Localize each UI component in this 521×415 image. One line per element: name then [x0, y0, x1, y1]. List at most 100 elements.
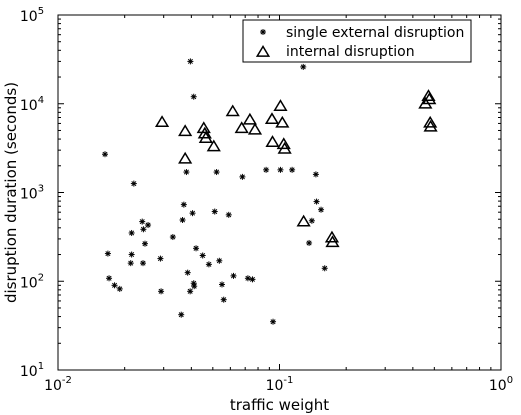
external-disruption-point	[158, 288, 165, 295]
legend: single external disruption internal disru…	[242, 19, 472, 63]
external-disruption-point	[308, 217, 315, 224]
external-disruption-point	[179, 216, 186, 223]
y-tick-base: 10	[20, 98, 38, 114]
internal-disruption-point	[247, 122, 263, 135]
external-disruption-point	[230, 272, 237, 279]
internal-disruption-point	[198, 131, 213, 143]
external-disruption-point	[140, 260, 147, 267]
external-disruption-point	[128, 251, 135, 258]
internal-disruption-point	[422, 92, 437, 105]
external-disruption-point	[116, 285, 123, 292]
y-tick-exponent: 5	[38, 6, 44, 17]
x-axis-label: traffic weight	[230, 396, 329, 414]
internal-disruption-point	[324, 230, 340, 243]
external-disruption-point	[128, 229, 135, 236]
external-disruption-point	[313, 198, 320, 205]
y-tick-label: 104	[20, 95, 44, 114]
legend-box	[242, 19, 472, 63]
external-disruption-point	[306, 239, 313, 246]
external-disruption-point	[130, 180, 137, 187]
external-disruption-point	[205, 261, 212, 268]
external-disruption-point	[183, 169, 190, 176]
y-tick-label: 103	[20, 184, 44, 203]
internal-disruption-point	[421, 89, 436, 101]
internal-disruption-point	[264, 112, 280, 125]
y-axis-label: disruption duration (seconds)	[2, 82, 20, 303]
x-tick-exponent: 0	[507, 375, 513, 386]
external-disruption-point	[300, 63, 307, 70]
x-tick-exponent: -1	[283, 375, 293, 386]
external-disruption-point	[289, 166, 296, 173]
internal-disruption-point	[296, 214, 311, 227]
external-disruption-point	[199, 252, 206, 259]
y-tick-label: 101	[20, 361, 44, 380]
y-tick-exponent: 3	[38, 184, 44, 195]
external-disruption-point	[180, 201, 187, 208]
external-disruption-point	[141, 240, 148, 247]
internal-disruption-point	[242, 112, 257, 125]
external-disruption-point	[111, 282, 118, 289]
external-disruption-point	[218, 281, 225, 288]
internal-disruption-point	[275, 115, 290, 128]
internal-disruption-point	[197, 126, 212, 139]
external-disruption-point	[191, 283, 198, 290]
external-disruption-point	[104, 250, 111, 257]
external-disruption-point	[312, 171, 319, 178]
internal-disruption-point	[423, 115, 438, 128]
external-disruption-point	[178, 311, 185, 318]
data-points	[101, 58, 438, 325]
internal-disruption-point	[265, 135, 280, 147]
external-disruption-point	[145, 222, 152, 229]
internal-disruption-point	[234, 121, 249, 134]
external-disruption-point	[239, 173, 246, 180]
internal-disruption-point	[423, 119, 438, 132]
legend-triangle-marker	[255, 45, 271, 57]
external-disruption-point	[225, 211, 232, 218]
y-tick-label: 105	[20, 6, 44, 25]
internal-disruption-point	[225, 104, 240, 117]
external-disruption-point	[249, 276, 256, 283]
internal-disruption-point	[277, 141, 292, 154]
y-tick-base: 10	[20, 275, 38, 291]
external-disruption-point	[127, 260, 134, 267]
external-disruption-point	[216, 257, 223, 264]
external-disruption-point	[187, 288, 194, 295]
internal-disruption-point	[206, 139, 221, 152]
legend-label: single external disruption	[286, 25, 464, 41]
legend-asterisk-marker	[260, 29, 266, 35]
x-tick-label: 10-2	[44, 375, 72, 394]
external-disruption-point	[193, 245, 200, 252]
y-tick-base: 10	[20, 9, 38, 25]
internal-disruption-point	[196, 121, 211, 134]
internal-disruption-point	[178, 151, 193, 164]
internal-disruption-point	[276, 137, 291, 150]
external-disruption-point	[169, 234, 176, 241]
external-disruption-point	[270, 318, 277, 325]
internal-disruption-point	[325, 235, 340, 248]
y-tick-exponent: 4	[38, 95, 44, 106]
external-disruption-point	[184, 269, 191, 276]
external-disruption-point	[211, 208, 218, 215]
x-tick-exponent: -2	[62, 375, 72, 386]
external-disruption-point	[106, 275, 113, 282]
y-tick-base: 10	[20, 187, 38, 203]
external-disruption-point	[220, 296, 227, 303]
x-tick-label: 10-1	[266, 375, 294, 394]
external-disruption-point	[263, 166, 270, 173]
external-disruption-point	[157, 255, 164, 262]
external-disruption-point	[189, 210, 196, 217]
external-disruption-point	[277, 166, 284, 173]
y-tick-exponent: 1	[38, 361, 44, 372]
x-tick-base: 10	[489, 378, 507, 394]
external-disruption-point	[318, 206, 325, 213]
legend-label: internal disruption	[286, 44, 415, 60]
x-tick-label: 100	[489, 375, 513, 394]
external-disruption-point	[140, 226, 147, 233]
y-tick-base: 10	[20, 364, 38, 380]
external-disruption-point	[101, 151, 108, 158]
internal-disruption-point	[154, 115, 170, 128]
x-tick-base: 10	[44, 378, 62, 394]
external-disruption-point	[187, 58, 194, 65]
